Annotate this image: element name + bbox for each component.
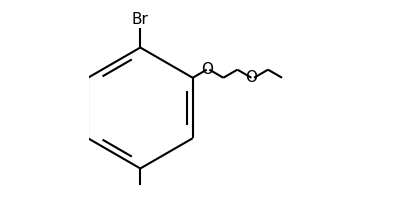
- Text: O: O: [245, 70, 257, 85]
- Text: Br: Br: [132, 12, 149, 27]
- Text: O: O: [201, 62, 213, 77]
